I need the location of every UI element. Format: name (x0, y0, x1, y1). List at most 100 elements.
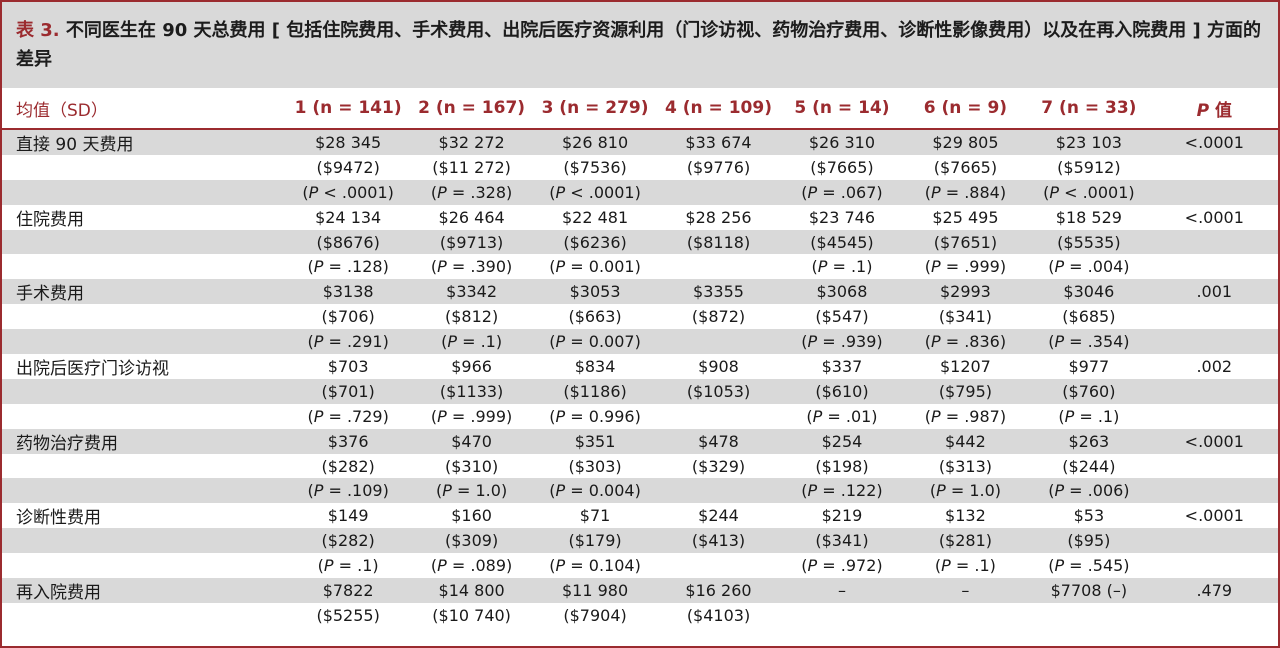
table-row: ($282) ($309) ($179) ($413) ($341) ($281) ($95… (2, 528, 1278, 554)
cell-group-7: (P = .004) (1048, 257, 1130, 277)
cell-group-4: $478 (698, 431, 739, 451)
cell-group-6: ($795) (938, 381, 993, 401)
cell-group-7: $3046 (1063, 282, 1115, 302)
cell-group-3: ($179) (568, 531, 622, 551)
cell-p-value: <.0001 (1184, 207, 1244, 227)
cell-p-value: <.0001 (1184, 506, 1244, 526)
cell-group-2: (P = .328) (430, 182, 513, 202)
cell-group-2: (P = .999) (430, 406, 513, 426)
cell-group-5: $219 (821, 506, 863, 526)
cell-group-2: $26 464 (438, 207, 505, 227)
cell-group-5: $337 (821, 356, 863, 376)
cell-group-2: ($812) (445, 307, 499, 327)
cell-group-5: ($4545) (810, 232, 874, 252)
cell-group-2: $14 800 (438, 580, 505, 600)
header-group-3: 3 (n = 279) (541, 98, 649, 118)
cell-group-6: (P = .836) (924, 332, 1007, 352)
cell-group-1: $24 134 (315, 207, 382, 227)
header-group-2: 2 (n = 167) (418, 98, 526, 118)
row-label: 手术费用 (16, 284, 84, 305)
cell-group-5: (P = .067) (801, 182, 883, 202)
cell-group-3: (P = 0.104) (549, 556, 641, 576)
cell-group-7: $53 (1073, 506, 1105, 526)
cell-group-6: $132 (945, 506, 986, 526)
table-row: (P = .128) (P = .390) (P = 0.001) (P = .1) (… (2, 254, 1278, 279)
cell-group-1: ($8676) (316, 232, 380, 252)
cell-group-7: $263 (1068, 431, 1110, 451)
row-label: 直接 90 天费用 (16, 134, 134, 155)
cell-group-1: ($282) (321, 456, 375, 476)
cell-p-value: <.0001 (1184, 431, 1244, 451)
cell-group-1: $149 (327, 506, 369, 526)
cell-group-6: $1207 (939, 356, 991, 376)
cell-group-4: $244 (698, 506, 739, 526)
table-row: 手术费用 $3138 $3342 $3053 $3355 $3068 $2993 $3046.… (2, 279, 1278, 304)
cell-group-5: ($7665) (810, 157, 874, 177)
cell-group-5: (P = .939) (801, 332, 883, 352)
cell-group-3: $26 810 (561, 132, 629, 152)
table-row: 住院费用 $24 134 $26 464 $22 481 $28 256 $23 746 $… (2, 205, 1278, 230)
cell-group-7: (P = .006) (1048, 481, 1130, 501)
cell-group-5: (P = .01) (806, 406, 878, 426)
cell-group-3: (P = 0.996) (549, 406, 641, 426)
row-label: 再入院费用 (16, 582, 101, 603)
cell-group-6: $442 (945, 431, 986, 451)
table-row: (P < .0001) (P = .328) (P < .0001) (P = .06… (2, 179, 1278, 205)
header-group-1: 1 (n = 141) (294, 98, 402, 118)
cell-group-7: ($244) (1062, 456, 1116, 476)
cell-group-7: (P = .1) (1058, 406, 1120, 426)
cell-group-1: (P = .1) (317, 556, 379, 576)
cell-group-7: $7708 (–) (1050, 580, 1128, 600)
table-row: 诊断性费用 $149 $160 $71 $244 $219 $132 $53 <.0001 (2, 503, 1278, 528)
cell-group-4: $3355 (693, 282, 744, 302)
table-row: 出院后医疗门诊访视 $703 $966 $834 $908 $337 $1207 $977 .0… (2, 354, 1278, 379)
cell-group-6: – (961, 580, 970, 600)
cell-group-4: ($9776) (686, 157, 751, 177)
table-body: 直接 90 天费用 $28 345 $32 272 $26 810 $33 674 $26… (2, 130, 1278, 628)
table-row: ($282) ($310) ($303) ($329) ($198) ($313) ($24… (2, 454, 1278, 479)
caption-label: 表 3. (16, 20, 60, 41)
cell-group-6: $29 805 (932, 132, 999, 152)
table-row: ($8676) ($9713) ($6236) ($8118) ($4545) ($765… (2, 229, 1278, 255)
cell-p-value: .479 (1196, 580, 1233, 600)
cell-group-1: ($9472) (316, 157, 380, 177)
header-p-rest: 值 (1209, 100, 1232, 121)
cell-group-7: ($95) (1067, 531, 1111, 551)
cell-group-1: (P < .0001) (302, 182, 394, 202)
cell-group-2: ($309) (445, 531, 499, 551)
cell-group-2: ($9713) (439, 232, 504, 252)
cell-group-5: ($341) (815, 531, 869, 551)
cell-group-1: $376 (327, 431, 369, 451)
cell-group-4: ($413) (691, 531, 746, 551)
cell-group-3: $11 980 (561, 580, 629, 600)
cell-group-6: (P = .999) (924, 257, 1007, 277)
cell-group-4: $33 674 (685, 132, 752, 152)
cell-group-3: (P = 0.007) (549, 332, 641, 352)
cell-group-5: $254 (821, 431, 863, 451)
cell-group-2: $3342 (446, 282, 498, 302)
header-group-6: 6 (n = 9) (923, 98, 1008, 118)
table-row: ($701) ($1133) ($1186) ($1053) ($610) ($795) (… (2, 378, 1278, 404)
cell-group-3: ($7904) (563, 605, 627, 625)
table-row: ($5255) ($10 740) ($7904) ($4103) (2, 603, 1278, 628)
cell-group-5: (P = .1) (811, 257, 873, 277)
cell-group-6: (P = .884) (924, 182, 1007, 202)
cell-group-6: $25 495 (932, 207, 999, 227)
cell-group-1: ($701) (321, 381, 375, 401)
header-p-italic: P (1196, 100, 1210, 121)
cell-group-2: $470 (451, 431, 492, 451)
cell-group-7: $977 (1068, 356, 1110, 376)
cell-group-1: (P = .291) (307, 332, 389, 352)
cell-group-6: ($281) (938, 531, 993, 551)
cell-group-5: (P = .122) (801, 481, 883, 501)
cell-group-3: $351 (574, 431, 616, 451)
cell-group-5: $26 310 (808, 132, 876, 152)
table-row: 再入院费用 $7822 $14 800 $11 980 $16 260 – – $7708 (… (2, 578, 1278, 603)
table-row: 药物治疗费用 $376 $470 $351 $478 $254 $442 $263 <.0001 (2, 428, 1278, 454)
cell-group-7: $18 529 (1055, 207, 1122, 227)
table-caption: 表 3. 不同医生在 90 天总费用 [ 包括住院费用、手术费用、出院后医疗资源… (2, 2, 1278, 88)
cell-group-2: $160 (451, 506, 492, 526)
row-label: 药物治疗费用 (16, 433, 118, 454)
cell-group-5: – (837, 580, 846, 600)
